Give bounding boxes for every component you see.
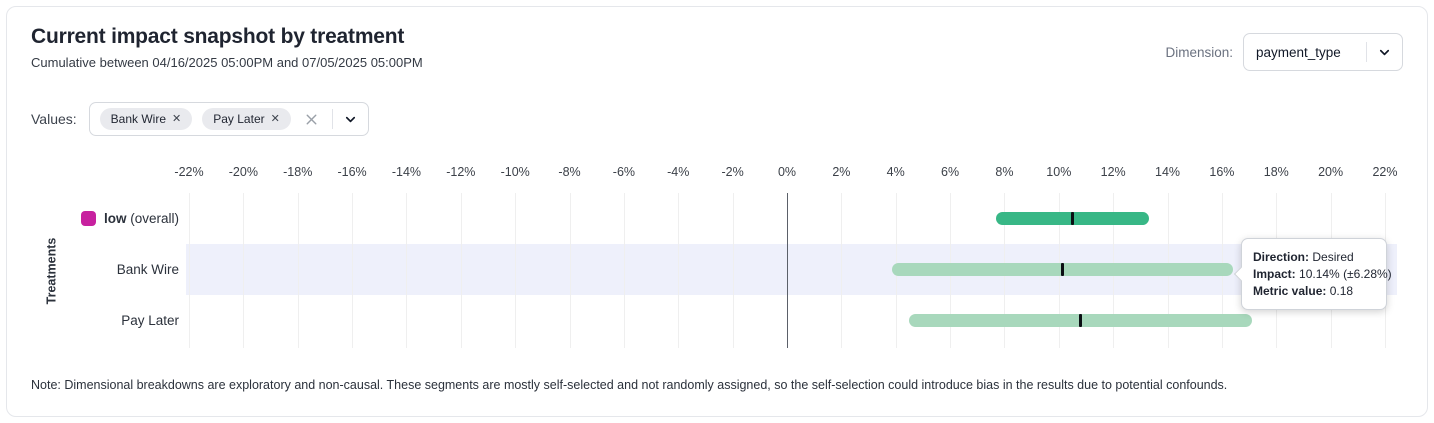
x-tick-label: 20% — [1318, 165, 1344, 179]
bar-tooltip: Direction: Desired Impact: 10.14% (±6.28… — [1233, 238, 1392, 310]
chips-container: Bank Wire ✕ Pay Later ✕ — [99, 108, 291, 130]
point-estimate-marker — [1079, 314, 1083, 327]
value-chip[interactable]: Bank Wire ✕ — [99, 108, 193, 130]
legend-swatch — [80, 211, 96, 226]
gridline — [297, 193, 299, 348]
tooltip-direction-value: Desired — [1312, 250, 1354, 264]
dimension-selected-value: payment_type — [1256, 44, 1341, 60]
gridline — [732, 193, 734, 348]
values-label: Values: — [31, 111, 77, 127]
value-chip[interactable]: Pay Later ✕ — [202, 108, 291, 130]
x-tick-label: -18% — [283, 165, 313, 179]
dimension-label: Dimension: — [1165, 44, 1233, 60]
gridline — [352, 193, 354, 348]
x-tick-label: 10% — [1046, 165, 1072, 179]
treatment-label-text: Bank Wire — [116, 262, 179, 277]
dimension-select[interactable]: payment_type — [1243, 33, 1403, 71]
chevron-down-icon[interactable] — [343, 112, 358, 127]
x-tick-label: 4% — [886, 165, 905, 179]
treatment-label-text: low (overall) — [103, 211, 179, 226]
impact-snapshot-card: Current impact snapshot by treatment Cum… — [6, 6, 1428, 417]
dimension-control: Dimension: payment_type — [1165, 33, 1403, 71]
x-tick-label: -14% — [391, 165, 422, 179]
tooltip-impact-label: Impact: — [1253, 267, 1296, 281]
values-multiselect[interactable]: Bank Wire ✕ Pay Later ✕ — [88, 102, 369, 136]
x-tick-label: 14% — [1155, 165, 1181, 179]
x-tick-label: 0% — [777, 165, 797, 179]
tooltip-metric-label: Metric value: — [1253, 284, 1327, 298]
x-tick-label: -10% — [500, 165, 530, 179]
x-tick-label: 18% — [1263, 165, 1289, 179]
tooltip-metric-value: 0.18 — [1329, 284, 1354, 298]
chip-remove-icon[interactable]: ✕ — [172, 112, 182, 125]
x-tick-label: -2% — [721, 165, 744, 179]
chip-remove-icon[interactable]: ✕ — [270, 112, 280, 125]
x-tick-label: -20% — [228, 165, 258, 179]
values-divider — [331, 109, 333, 129]
treatment-label: Pay Later — [121, 295, 179, 346]
tooltip-direction-label: Direction: — [1253, 250, 1310, 264]
page-title: Current impact snapshot by treatment — [31, 25, 405, 48]
tooltip-impact-value: 10.14% (±6.28%) — [1299, 267, 1392, 281]
gridline — [841, 193, 843, 348]
x-tick-label: -22% — [174, 165, 204, 179]
treatment-label-text: Pay Later — [121, 313, 179, 328]
gridline — [569, 193, 571, 348]
treatment-label: low (overall) — [80, 193, 179, 244]
x-tick-label: -4% — [667, 165, 690, 179]
gridline — [406, 193, 408, 348]
x-tick-label: 16% — [1209, 165, 1235, 179]
gridline — [460, 193, 462, 348]
chevron-down-icon — [1377, 45, 1392, 60]
treatment-row-labels: low (overall) Bank Wire Pay Later — [47, 193, 179, 348]
x-tick-label: -8% — [558, 165, 581, 179]
impact-chart-plot — [186, 193, 1397, 348]
value-chip-label: Bank Wire — [110, 112, 167, 126]
gridline — [243, 193, 245, 348]
gridline — [189, 193, 190, 348]
clear-all-icon[interactable] — [301, 111, 322, 128]
gridline — [678, 193, 680, 348]
select-divider — [1366, 42, 1367, 62]
x-tick-label: -12% — [446, 165, 476, 179]
values-filter-row: Values: Bank Wire ✕ Pay Later ✕ — [31, 102, 369, 136]
date-range-subtitle: Cumulative between 04/16/2025 05:00PM an… — [31, 55, 423, 70]
gridline — [623, 193, 625, 348]
value-chip-label: Pay Later — [213, 112, 265, 126]
x-tick-label: 12% — [1100, 165, 1126, 179]
x-tick-label: -16% — [337, 165, 367, 179]
title-block: Current impact snapshot by treatment Cum… — [31, 25, 423, 70]
x-tick-label: 22% — [1372, 165, 1398, 179]
x-tick-label: -6% — [612, 165, 636, 179]
x-tick-label: 6% — [941, 165, 960, 179]
zero-line — [787, 193, 788, 348]
card-header: Current impact snapshot by treatment Cum… — [31, 25, 1403, 71]
x-tick-label: 8% — [995, 165, 1014, 179]
disclaimer-note: Note: Dimensional breakdowns are explora… — [31, 378, 1228, 392]
point-estimate-marker — [1061, 263, 1065, 276]
treatment-label: Bank Wire — [117, 244, 179, 295]
point-estimate-marker — [1070, 212, 1074, 225]
x-tick-label: 2% — [832, 165, 851, 179]
gridline — [515, 193, 517, 348]
